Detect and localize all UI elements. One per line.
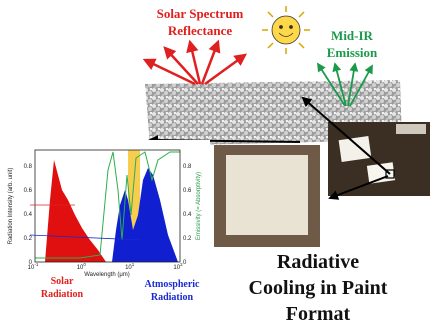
caption: Format: [286, 303, 351, 325]
y-tick-label: 0.8: [24, 164, 33, 170]
reflect-title: Solar Spectrum: [157, 6, 244, 21]
y2-tick-label: 0.4: [183, 212, 192, 218]
tick-exponent: -1: [34, 262, 38, 267]
x-tick-label: 10-1: [28, 262, 39, 271]
solar-label: Solar: [51, 276, 74, 287]
emission-arrows: [317, 62, 373, 107]
tick-exponent: 0: [83, 262, 86, 267]
tick-base: 10: [28, 265, 35, 271]
caption: Radiative: [277, 251, 359, 273]
reflect-arrows: [142, 39, 248, 86]
chart-panel: [0, 140, 210, 280]
reflect-title: Reflectance: [168, 23, 232, 38]
pointer: [29, 234, 141, 241]
y-tick-label: 0.2: [24, 236, 33, 242]
y2-axis-label: Emissivity (= Absorptivity): [196, 172, 202, 240]
tick-exponent: 1: [132, 262, 135, 267]
x-axis-label: Wavelength (μm): [84, 272, 130, 278]
tick-base: 10: [125, 265, 132, 271]
y-tick-label: 0.4: [24, 212, 33, 218]
x-tick-label: 102: [173, 262, 183, 271]
plot-frame: [34, 149, 181, 263]
emission-title: Mid-IR: [331, 28, 374, 43]
atmospheric-spectrum: [112, 168, 178, 262]
tick-exponent: 2: [180, 262, 183, 267]
sample-photo: [214, 145, 320, 247]
y-tick-label: 0: [29, 260, 33, 266]
tick-base: 10: [77, 265, 84, 271]
emissivity-line: [35, 151, 180, 259]
y-tick-label: 0.6: [24, 188, 33, 194]
atmospheric-label: Atmospheric: [145, 279, 201, 290]
y2-tick-label: 0.2: [183, 236, 192, 242]
atmospheric-label: Radiation: [151, 292, 194, 303]
emission-title: Emission: [327, 45, 378, 60]
solar-label: Radiation: [41, 289, 84, 300]
y-axis-label: Radiation Intensity (arb. unit): [8, 168, 14, 245]
sun-icon: [262, 6, 310, 54]
y2-tick-label: 0.8: [183, 164, 192, 170]
x-tick-label: 100: [77, 262, 87, 271]
y2-tick-label: 0: [183, 260, 187, 266]
y2-tick-label: 0.6: [183, 188, 192, 194]
x-tick-label: 101: [125, 262, 135, 271]
caption: Cooling in Paint: [249, 277, 388, 299]
inset-chart: Wavelength (μm) Radiation Intensity (arb…: [0, 140, 210, 280]
tick-base: 10: [173, 265, 180, 271]
